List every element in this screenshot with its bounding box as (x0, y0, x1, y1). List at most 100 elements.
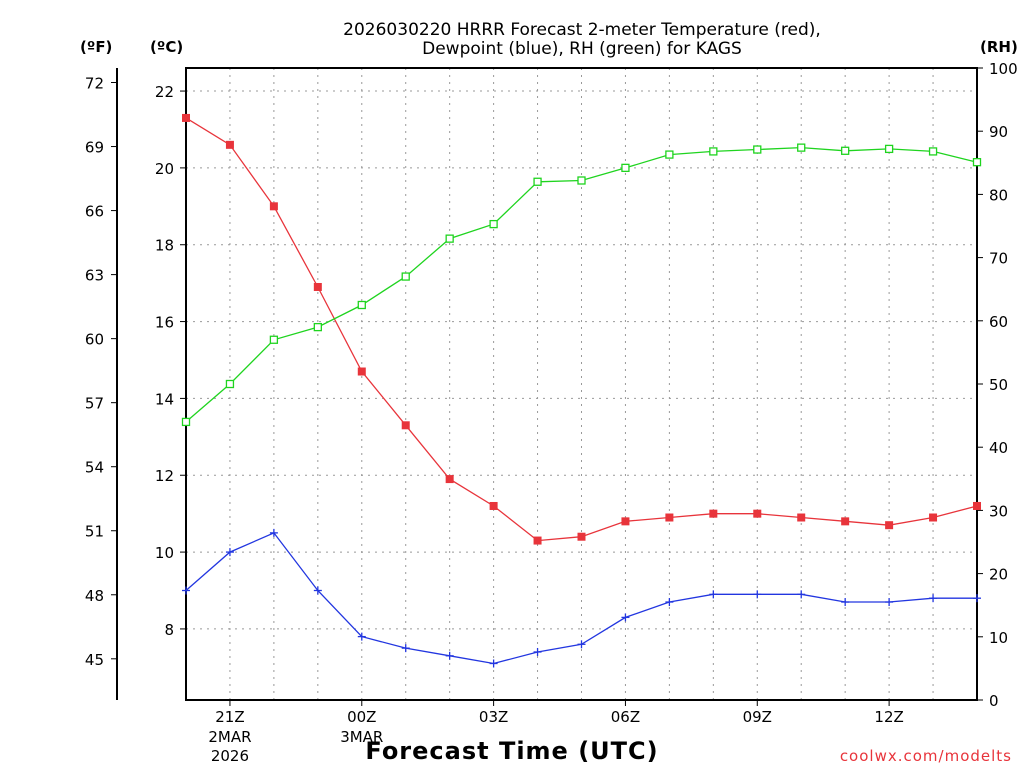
celsius-tick-label: 12 (155, 467, 174, 485)
rh-tick-label: 90 (989, 123, 1008, 141)
celsius-tick-label: 22 (155, 83, 174, 101)
temperature-point (577, 532, 586, 541)
axes: 8 10 12 14 16 18 20 22 45 48 51 54 57 60 63 66 69 72 0 10 20… (85, 60, 1018, 765)
dewpoint-point (577, 640, 586, 649)
dewpoint-point (665, 598, 674, 607)
celsius-tick-label: 14 (155, 390, 174, 408)
rh-point (797, 143, 806, 152)
temperature-point (665, 513, 674, 522)
x-tick-label: 21Z (215, 708, 244, 726)
series-group (181, 113, 982, 668)
temperature-point (357, 367, 366, 376)
temperature-point (885, 521, 894, 530)
dewpoint-point (973, 594, 981, 603)
chart-title-line2: Dewpoint (blue), RH (green) for KAGS (422, 39, 742, 59)
dewpoint-point (225, 548, 234, 557)
fahrenheit-tick-label: 54 (85, 459, 104, 477)
dewpoint-point (621, 613, 630, 622)
x-tick-label: 09Z (743, 708, 772, 726)
dewpoint-point (885, 598, 894, 607)
x-axis-label: Forecast Time (UTC) (365, 737, 658, 765)
rh-tick-label: 30 (989, 502, 1008, 520)
x-tick-label: 12Z (874, 708, 903, 726)
fahrenheit-tick-label: 72 (85, 75, 104, 93)
temperature-point (797, 513, 806, 522)
rh-point (928, 147, 938, 156)
rh-point (313, 322, 322, 332)
rh-point (269, 335, 279, 344)
rh-point (841, 146, 850, 155)
fahrenheit-tick-label: 63 (85, 267, 104, 285)
fahrenheit-tick-label: 51 (85, 523, 104, 541)
celsius-tick-label: 20 (155, 160, 174, 178)
temperature-point (929, 513, 938, 522)
rh-tick-label: 70 (989, 250, 1008, 268)
rh-tick-label: 40 (989, 439, 1008, 457)
dewpoint-point (269, 528, 278, 537)
celsius-tick-label: 16 (155, 314, 174, 332)
rh-point (401, 272, 410, 281)
rh-point (709, 147, 718, 156)
fahrenheit-tick-label: 66 (85, 203, 104, 221)
rh-unit-label: (RH) (980, 38, 1018, 56)
grid-lines (186, 68, 977, 700)
temperature-point (445, 475, 454, 484)
chart-title-line1: 2026030220 HRRR Forecast 2-meter Tempera… (343, 20, 821, 40)
dewpoint-point (401, 644, 410, 653)
x-tick-label: 00Z (347, 708, 376, 726)
dewpoint-point (357, 632, 366, 641)
fahrenheit-tick-label: 60 (85, 331, 104, 349)
dewpoint-point (445, 651, 454, 660)
temperature-point (621, 517, 630, 526)
fahrenheit-tick-label: 45 (85, 651, 104, 669)
credit-text: coolwx.com/modelts (840, 747, 1012, 765)
fahrenheit-tick-label: 48 (85, 587, 104, 605)
rh-point (181, 417, 191, 427)
temperature-point (841, 517, 850, 526)
rh-point (357, 300, 366, 310)
dewpoint-point (929, 594, 938, 603)
dewpoint-point (182, 586, 190, 595)
temperature-point (182, 113, 190, 122)
rh-point (577, 176, 586, 185)
celsius-tick-label: 18 (155, 237, 174, 255)
rh-point (489, 219, 498, 229)
celsius-tick-label: 10 (155, 544, 174, 562)
rh-tick-label: 60 (989, 313, 1008, 331)
fahrenheit-unit-label: (ºF) (80, 38, 112, 56)
fahrenheit-tick-label: 69 (85, 139, 104, 157)
fahrenheit-tick-label: 57 (85, 395, 104, 413)
temperature-point (225, 140, 234, 149)
temperature-point (533, 536, 542, 545)
x-tick-label: 03Z (479, 708, 508, 726)
dewpoint-point (533, 647, 542, 656)
temperature-point (313, 282, 322, 291)
rh-tick-label: 20 (989, 566, 1008, 584)
x-tick-date-label: 2MAR (208, 728, 251, 746)
rh-point (884, 144, 894, 154)
celsius-tick-label: 8 (164, 621, 174, 639)
rh-point (445, 234, 454, 243)
x-tick-year-label: 2026 (211, 747, 249, 765)
dewpoint-point (841, 598, 850, 607)
dewpoint-point (797, 590, 806, 599)
temperature-point (709, 509, 718, 518)
dewpoint-point (709, 590, 718, 599)
temperature-point (401, 421, 410, 430)
rh-point (225, 379, 235, 389)
x-tick-label: 06Z (611, 708, 640, 726)
temperature-point (269, 202, 278, 211)
rh-tick-label: 0 (989, 692, 999, 710)
temperature-point (489, 501, 498, 510)
rh-tick-label: 100 (989, 60, 1018, 78)
dewpoint-point (313, 586, 322, 595)
temperature-point (973, 501, 981, 510)
rh-tick-label: 10 (989, 629, 1008, 647)
dewpoint-point (753, 590, 762, 599)
x-tick-date-label: 3MAR (340, 728, 383, 746)
rh-tick-label: 80 (989, 186, 1008, 204)
rh-point (621, 163, 630, 173)
temperature-point (753, 509, 762, 518)
